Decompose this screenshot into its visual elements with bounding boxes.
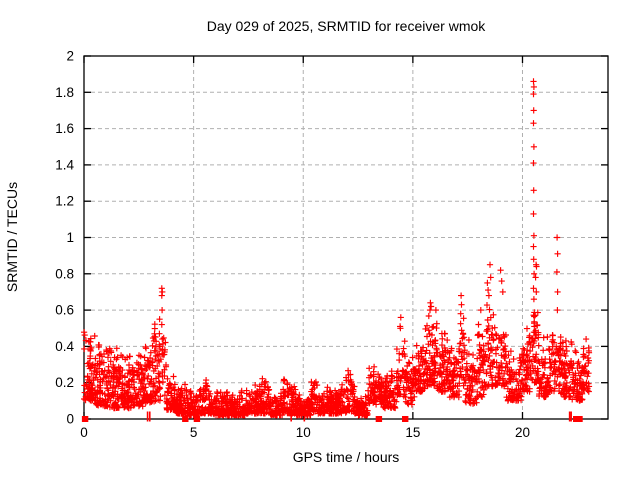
x-tick-labels: 0 5 10 15 20 [80, 425, 530, 440]
x-axis-label: GPS time / hours [293, 449, 400, 465]
y-tick-label: 1.4 [55, 157, 74, 172]
zero-point-square [375, 416, 383, 422]
y-tick-labels: 0 0.2 0.4 0.6 0.8 1 1.2 1.4 1.6 1.8 2 [55, 49, 74, 427]
zero-point-square [81, 416, 89, 422]
y-tick-label: 0.2 [55, 375, 74, 390]
y-tick-label: 1.8 [55, 85, 74, 100]
x-tick-label: 15 [405, 425, 420, 440]
zero-point-thin [146, 411, 149, 422]
y-tick-label: 1.6 [55, 121, 74, 136]
y-tick-label: 0.6 [55, 303, 74, 318]
zero-point-thin [303, 411, 306, 422]
x-tick-label: 5 [190, 425, 198, 440]
zero-point-thin [148, 411, 151, 422]
y-tick-label: 0.8 [55, 266, 74, 281]
y-tick-label: 1.2 [55, 194, 74, 209]
y-tick-label: 0 [66, 412, 74, 427]
scatter-points [81, 78, 593, 419]
zero-point-thin [568, 411, 571, 422]
zero-point-square [182, 416, 189, 422]
chart-title: Day 029 of 2025, SRMTID for receiver wmo… [207, 18, 487, 34]
x-tick-label: 0 [80, 425, 88, 440]
y-tick-label: 2 [66, 49, 74, 64]
x-tick-label: 10 [296, 425, 311, 440]
y-tick-label: 1 [66, 230, 74, 245]
zero-value-points [81, 411, 583, 422]
zero-point-square [573, 416, 580, 422]
y-tick-label: 0.4 [55, 339, 74, 354]
zero-point-thin [570, 411, 572, 422]
x-tick-label: 20 [515, 425, 530, 440]
zero-point-square [576, 416, 583, 422]
zero-point-square [193, 416, 201, 422]
plot-frame [83, 55, 609, 420]
y-axis-label: SRMTID / TECUs [4, 182, 20, 292]
zero-point-square [401, 416, 409, 422]
zero-point-thin [290, 411, 292, 422]
